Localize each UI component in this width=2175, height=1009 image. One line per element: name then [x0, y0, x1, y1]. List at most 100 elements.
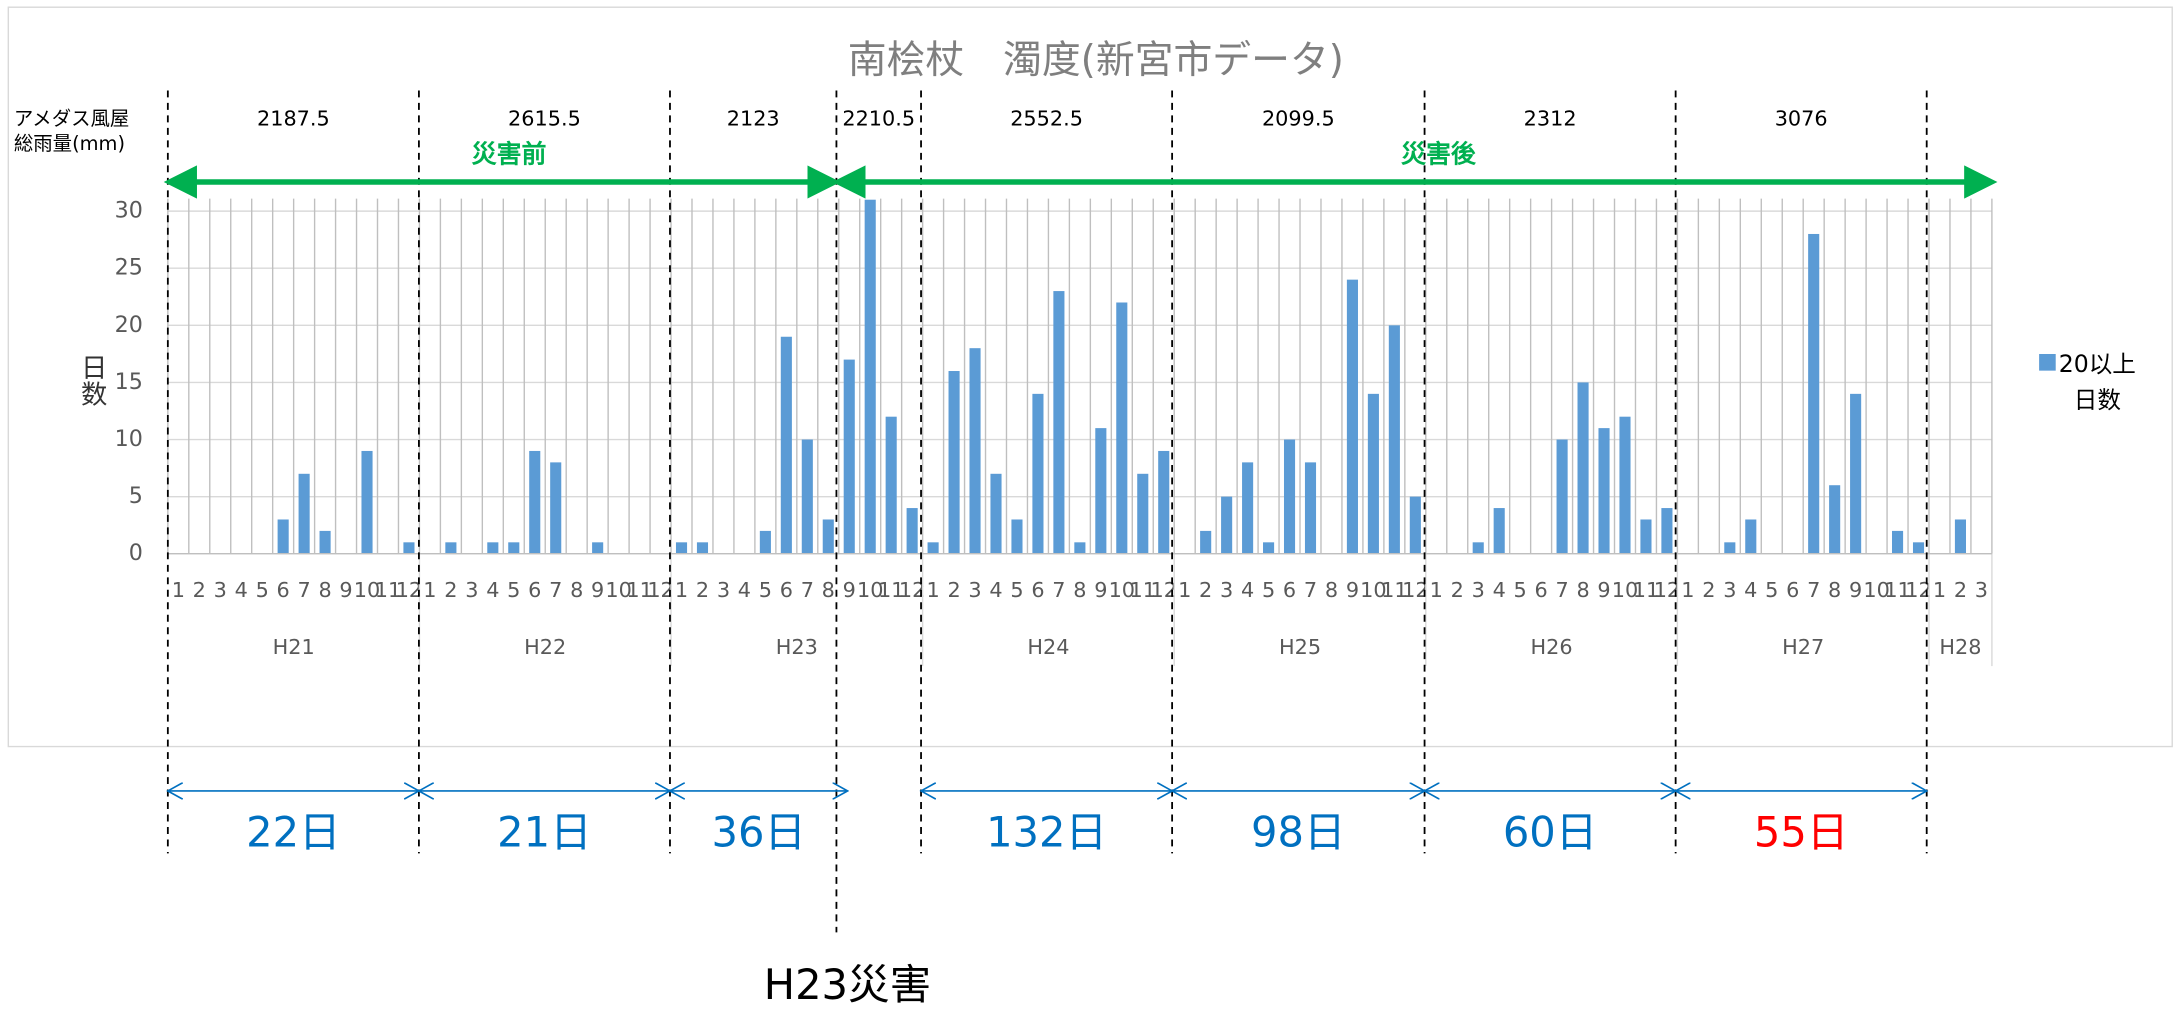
x-tick-label: 5: [1010, 578, 1023, 602]
x-tick-label: 4: [486, 578, 499, 602]
bar: [1388, 325, 1400, 554]
legend: 20以上日数: [2039, 351, 2136, 415]
rain-label: アメダス風屋: [14, 107, 129, 130]
x-tick-label: 9: [1346, 578, 1359, 602]
bar: [1556, 439, 1568, 554]
bar: [1011, 519, 1023, 554]
bar: [1472, 542, 1484, 554]
x-tick-label: 6: [277, 578, 290, 602]
x-tick-label: 5: [759, 578, 772, 602]
bar: [1074, 542, 1086, 554]
x-tick-label: 11: [375, 578, 401, 602]
bar: [822, 519, 834, 554]
bar: [1577, 382, 1589, 554]
x-tick-label: 11: [1130, 578, 1156, 602]
x-tick-label: 4: [738, 578, 751, 602]
y-tick-label: 25: [115, 255, 143, 281]
x-tick-label: 8: [570, 578, 583, 602]
x-tick-label: 12: [396, 578, 422, 602]
x-tick-label: 11: [1884, 578, 1910, 602]
day-total: 36日: [711, 807, 806, 856]
x-tick-label: 1: [1681, 578, 1694, 602]
x-tick-label: 2: [1451, 578, 1464, 602]
rainfall-value: 2552.5: [1010, 107, 1083, 131]
y-tick-label: 20: [115, 312, 143, 338]
rainfall-value: 2187.5: [257, 107, 330, 131]
rain-label: 総雨量(mm): [14, 132, 125, 155]
x-tick-label: 6: [1031, 578, 1044, 602]
bar: [1032, 393, 1044, 554]
after-label: 災害後: [1401, 140, 1477, 169]
day-total: 132日: [986, 807, 1107, 856]
bar: [864, 199, 876, 554]
bar: [948, 371, 960, 554]
x-tick-label: 4: [1493, 578, 1506, 602]
bar: [508, 542, 520, 554]
x-tick-label: 10: [605, 578, 631, 602]
bar: [969, 348, 981, 554]
bar: [403, 542, 415, 554]
x-tick-label: 7: [1304, 578, 1317, 602]
x-tick-label: 6: [1535, 578, 1548, 602]
x-tick-label: 1: [1430, 578, 1443, 602]
bar: [1367, 393, 1379, 554]
x-tick-label: 3: [717, 578, 730, 602]
y-tick-label: 0: [129, 540, 143, 566]
x-tick-label: 6: [1786, 578, 1799, 602]
x-tick-label: 10: [354, 578, 380, 602]
bar: [1619, 416, 1631, 554]
bar: [1304, 462, 1317, 554]
year-label: H25: [1279, 635, 1321, 659]
x-tick-label: 5: [256, 578, 269, 602]
x-tick-label: 3: [214, 578, 227, 602]
year-label: H24: [1027, 635, 1069, 659]
x-tick-label: 2: [1954, 578, 1967, 602]
bar: [1200, 530, 1212, 554]
x-tick-label: 8: [318, 578, 331, 602]
bar: [487, 542, 499, 554]
bar: [696, 542, 709, 554]
y-tick-label: 15: [115, 369, 143, 395]
x-tick-label: 12: [1905, 578, 1931, 602]
x-tick-label: 9: [591, 578, 604, 602]
x-tick-label: 1: [172, 578, 185, 602]
x-tick-label: 4: [1744, 578, 1757, 602]
year-label: H28: [1939, 635, 1981, 659]
x-tick-label: 10: [857, 578, 883, 602]
x-tick-label: 7: [549, 578, 562, 602]
bar: [319, 530, 331, 554]
bar: [298, 473, 310, 554]
bar: [277, 519, 289, 554]
x-tick-label: 10: [1360, 578, 1386, 602]
bar: [529, 450, 541, 554]
bar: [1137, 473, 1149, 554]
bar: [1242, 462, 1254, 554]
x-tick-label: 3: [1220, 578, 1233, 602]
x-tick-label: 5: [1514, 578, 1527, 602]
rainfall-value: 2123: [727, 107, 780, 131]
x-tick-label: 11: [626, 578, 652, 602]
x-tick-label: 1: [675, 578, 688, 602]
x-tick-label: 1: [926, 578, 939, 602]
bar: [1158, 450, 1170, 554]
x-tick-label: 7: [801, 578, 814, 602]
bar: [675, 542, 688, 554]
bar: [1850, 393, 1862, 554]
day-total: 55日: [1754, 807, 1849, 856]
x-tick-label: 7: [298, 578, 311, 602]
x-tick-label: 7: [1555, 578, 1568, 602]
x-tick-label: 2: [1702, 578, 1715, 602]
y-tick-label: 5: [129, 483, 143, 509]
x-tick-label: 4: [235, 578, 248, 602]
x-tick-label: 10: [1109, 578, 1135, 602]
bar: [1493, 508, 1505, 554]
x-tick-label: 5: [507, 578, 520, 602]
x-tick-label: 2: [1199, 578, 1212, 602]
bar: [445, 542, 457, 554]
day-total: 22日: [246, 807, 341, 856]
x-tick-label: 10: [1612, 578, 1638, 602]
x-tick-label: 6: [1283, 578, 1296, 602]
x-tick-label: 2: [193, 578, 206, 602]
x-tick-label: 3: [1472, 578, 1485, 602]
